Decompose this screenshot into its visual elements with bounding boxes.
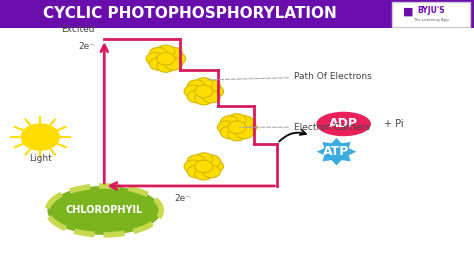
Text: CYCLIC PHOTOPHOSPHORYLATION: CYCLIC PHOTOPHOSPHORYLATION: [43, 5, 337, 21]
Circle shape: [236, 116, 254, 128]
Circle shape: [202, 80, 220, 92]
Circle shape: [157, 52, 175, 65]
Circle shape: [220, 126, 238, 139]
Circle shape: [149, 47, 167, 60]
Circle shape: [202, 90, 220, 103]
Text: ADP: ADP: [329, 117, 358, 130]
Circle shape: [220, 116, 238, 128]
Circle shape: [205, 85, 224, 98]
Circle shape: [195, 168, 213, 180]
Text: 2e⁻: 2e⁻: [79, 42, 95, 51]
Ellipse shape: [47, 186, 161, 235]
Text: Path Of Electrons: Path Of Electrons: [207, 72, 372, 81]
FancyBboxPatch shape: [392, 2, 470, 27]
Circle shape: [187, 165, 205, 178]
Text: The Learning App: The Learning App: [413, 18, 449, 22]
Circle shape: [164, 58, 182, 70]
Circle shape: [236, 126, 254, 139]
Circle shape: [164, 47, 182, 60]
Circle shape: [167, 52, 186, 65]
Circle shape: [202, 165, 220, 178]
Circle shape: [195, 160, 213, 173]
Circle shape: [184, 85, 202, 98]
Circle shape: [217, 121, 236, 134]
Text: Electron Carriers: Electron Carriers: [240, 123, 370, 132]
Circle shape: [195, 85, 213, 98]
Circle shape: [149, 58, 167, 70]
Circle shape: [202, 155, 220, 168]
Circle shape: [157, 60, 175, 72]
Text: Light: Light: [29, 154, 52, 163]
Circle shape: [238, 121, 257, 134]
Circle shape: [228, 114, 246, 126]
Circle shape: [228, 128, 246, 141]
Text: ■: ■: [403, 7, 414, 16]
Circle shape: [195, 78, 213, 90]
Circle shape: [21, 124, 59, 150]
Circle shape: [187, 90, 205, 103]
Circle shape: [187, 155, 205, 168]
Bar: [0, 0, 474, 28]
Text: + Pi: + Pi: [384, 119, 403, 129]
Text: Excited: Excited: [61, 25, 95, 34]
Circle shape: [195, 153, 213, 165]
Polygon shape: [317, 138, 356, 165]
Text: ATP: ATP: [323, 145, 350, 158]
Ellipse shape: [316, 112, 371, 136]
Circle shape: [195, 92, 213, 105]
Circle shape: [228, 121, 246, 134]
Circle shape: [187, 80, 205, 92]
Text: 2e⁻: 2e⁻: [174, 194, 191, 203]
Circle shape: [205, 160, 224, 173]
Circle shape: [157, 45, 175, 58]
Circle shape: [146, 52, 164, 65]
Text: BYJU'S: BYJU'S: [418, 6, 445, 15]
Circle shape: [184, 160, 202, 173]
Text: CHLOROPHYIL: CHLOROPHYIL: [66, 205, 143, 215]
